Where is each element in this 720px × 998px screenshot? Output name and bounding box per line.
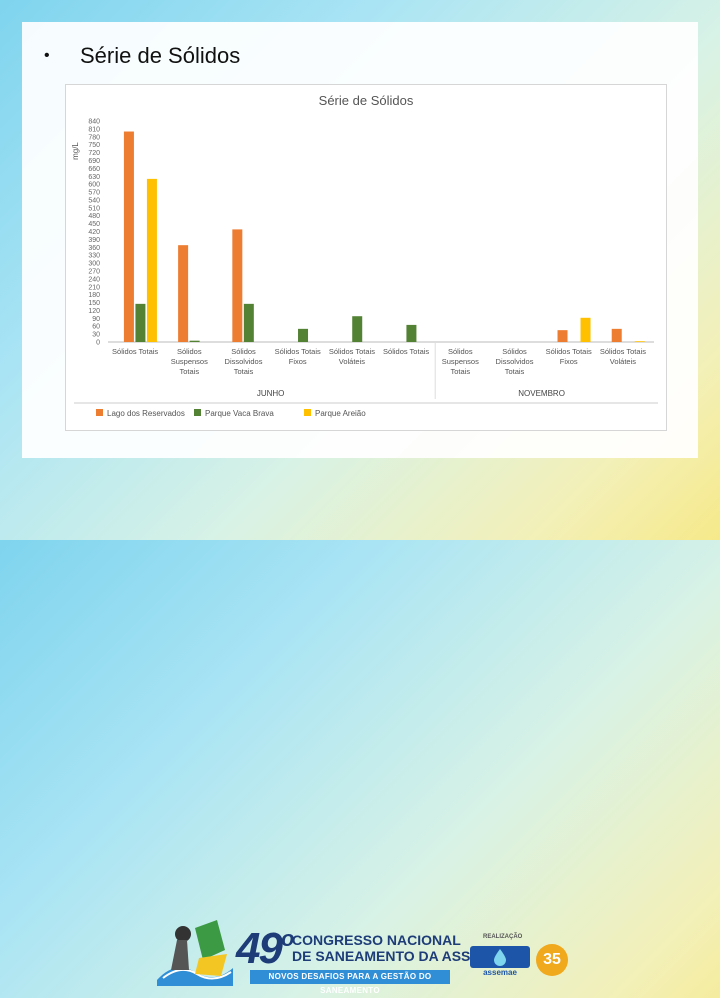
y-tick-label: 390: [88, 237, 100, 244]
bar-2-6: [406, 324, 417, 342]
y-tick-label: 240: [88, 276, 100, 283]
x-tick-label: Sólidos Dissolvidos Totais: [496, 347, 534, 376]
x-tick-label: Sólidos Totais Voláteis: [329, 347, 375, 366]
bar-3-10: [634, 341, 645, 343]
bar-2-1: [135, 303, 146, 342]
bar-3-9: [580, 317, 591, 342]
chart-legend: Lago dos Reservados Parque Vaca Brava Parq…: [96, 409, 366, 418]
bar-2-5: [352, 316, 363, 342]
y-tick-label: 360: [88, 245, 100, 252]
y-tick-label: 780: [88, 134, 100, 141]
y-tick-label: 90: [92, 316, 100, 323]
bar-1-3: [232, 229, 243, 342]
y-tick-label: 210: [88, 284, 100, 291]
y-tick-label: 570: [88, 190, 100, 197]
group-label: JUNHO: [257, 389, 285, 398]
legend-swatch: [194, 409, 201, 416]
bar-1-9: [557, 330, 568, 342]
y-tick-label: 660: [88, 166, 100, 173]
x-tick-label: Sólidos Suspensos Totais: [442, 347, 479, 376]
x-tick-label: Sólidos Totais Fixos: [546, 347, 592, 366]
y-tick-label: 30: [92, 332, 100, 339]
y-tick-label: 330: [88, 253, 100, 260]
y-tick-label: 720: [88, 150, 100, 157]
congress-slogan: NOVOS DESAFIOS PARA A GESTÃO DO SANEAMEN…: [250, 970, 450, 995]
legend-label: Parque Areião: [315, 409, 366, 418]
group-label: NOVEMBRO: [518, 389, 565, 398]
bar-3-1: [146, 178, 157, 342]
slide-heading: • Série de Sólidos: [44, 40, 240, 72]
solids-bar-chart: Série de Sólidos mg/L 030609012015018021…: [71, 93, 658, 418]
y-axis-label: mg/L: [71, 142, 80, 160]
x-tick-label: Sólidos Totais Voláteis: [600, 347, 646, 366]
bar-2-2: [189, 340, 200, 342]
bullet-glyph: •: [44, 47, 50, 64]
bar-2-3: [243, 303, 254, 342]
y-tick-label: 480: [88, 213, 100, 220]
chart-container: Série de Sólidos mg/L 0 30 60 90 120 150 180 21…: [65, 84, 667, 431]
y-tick-label: 510: [88, 205, 100, 212]
bar-2-4: [298, 328, 309, 342]
legend-swatch: [96, 409, 103, 416]
slide-title: Série de Sólidos: [80, 43, 241, 68]
congress-title-line1: CONGRESSO NACIONAL: [292, 932, 461, 948]
chart-title: Série de Sólidos: [319, 93, 414, 108]
y-tick-label: 120: [88, 308, 100, 315]
chart-bars: [123, 131, 645, 343]
y-tick-label: 0: [96, 340, 100, 347]
y-tick-label: 150: [88, 300, 100, 307]
x-tick-label: Sólidos Totais: [383, 347, 429, 356]
x-tick-label: Sólidos Totais Fixos: [275, 347, 321, 366]
legend-label: Lago dos Reservados: [107, 409, 185, 418]
y-tick-label: 810: [88, 126, 100, 133]
edition-number: 49o: [236, 924, 294, 973]
x-tick-label: Sólidos Suspensos Totais: [171, 347, 208, 376]
y-tick-label: 540: [88, 197, 100, 204]
y-tick-label: 270: [88, 268, 100, 275]
y-tick-label: 450: [88, 221, 100, 228]
y-tick-label: 690: [88, 158, 100, 165]
bar-1-1: [123, 131, 134, 342]
y-tick-label: 750: [88, 142, 100, 149]
anniversary-badge: 35: [536, 944, 568, 976]
y-tick-label: 420: [88, 229, 100, 236]
y-tick-label: 60: [92, 324, 100, 331]
x-tick-label: Sólidos Dissolvidos Totais: [225, 347, 263, 376]
y-tick-label: 840: [88, 119, 100, 126]
x-axis-groups: JUNHO NOVEMBRO: [257, 342, 565, 399]
organizer-label: REALIZAÇÃO: [483, 934, 523, 940]
y-tick-label: 630: [88, 174, 100, 181]
x-axis-labels: Sólidos Totais Sólidos Suspensos Totais Sóli…: [112, 347, 646, 376]
y-tick-label: 180: [88, 292, 100, 299]
y-tick-label: 600: [88, 182, 100, 189]
water-drop-icon: [494, 949, 506, 966]
x-tick-label: Sólidos Totais: [112, 347, 158, 356]
y-tick-label: 300: [88, 261, 100, 268]
bar-1-2: [178, 245, 189, 342]
y-axis-ticks: 0306090120150180210240270300330360390420…: [88, 119, 100, 347]
legend-swatch: [304, 409, 311, 416]
assemae-wordmark: assemae: [483, 968, 517, 977]
assemae-logo: [470, 946, 530, 968]
event-footer: 49o CONGRESSO NACIONAL DE SANEAMENTO DA …: [0, 458, 720, 995]
bar-1-10: [611, 328, 622, 342]
congress-mascot-logo: [157, 920, 233, 986]
legend-label: Parque Vaca Brava: [205, 409, 274, 418]
